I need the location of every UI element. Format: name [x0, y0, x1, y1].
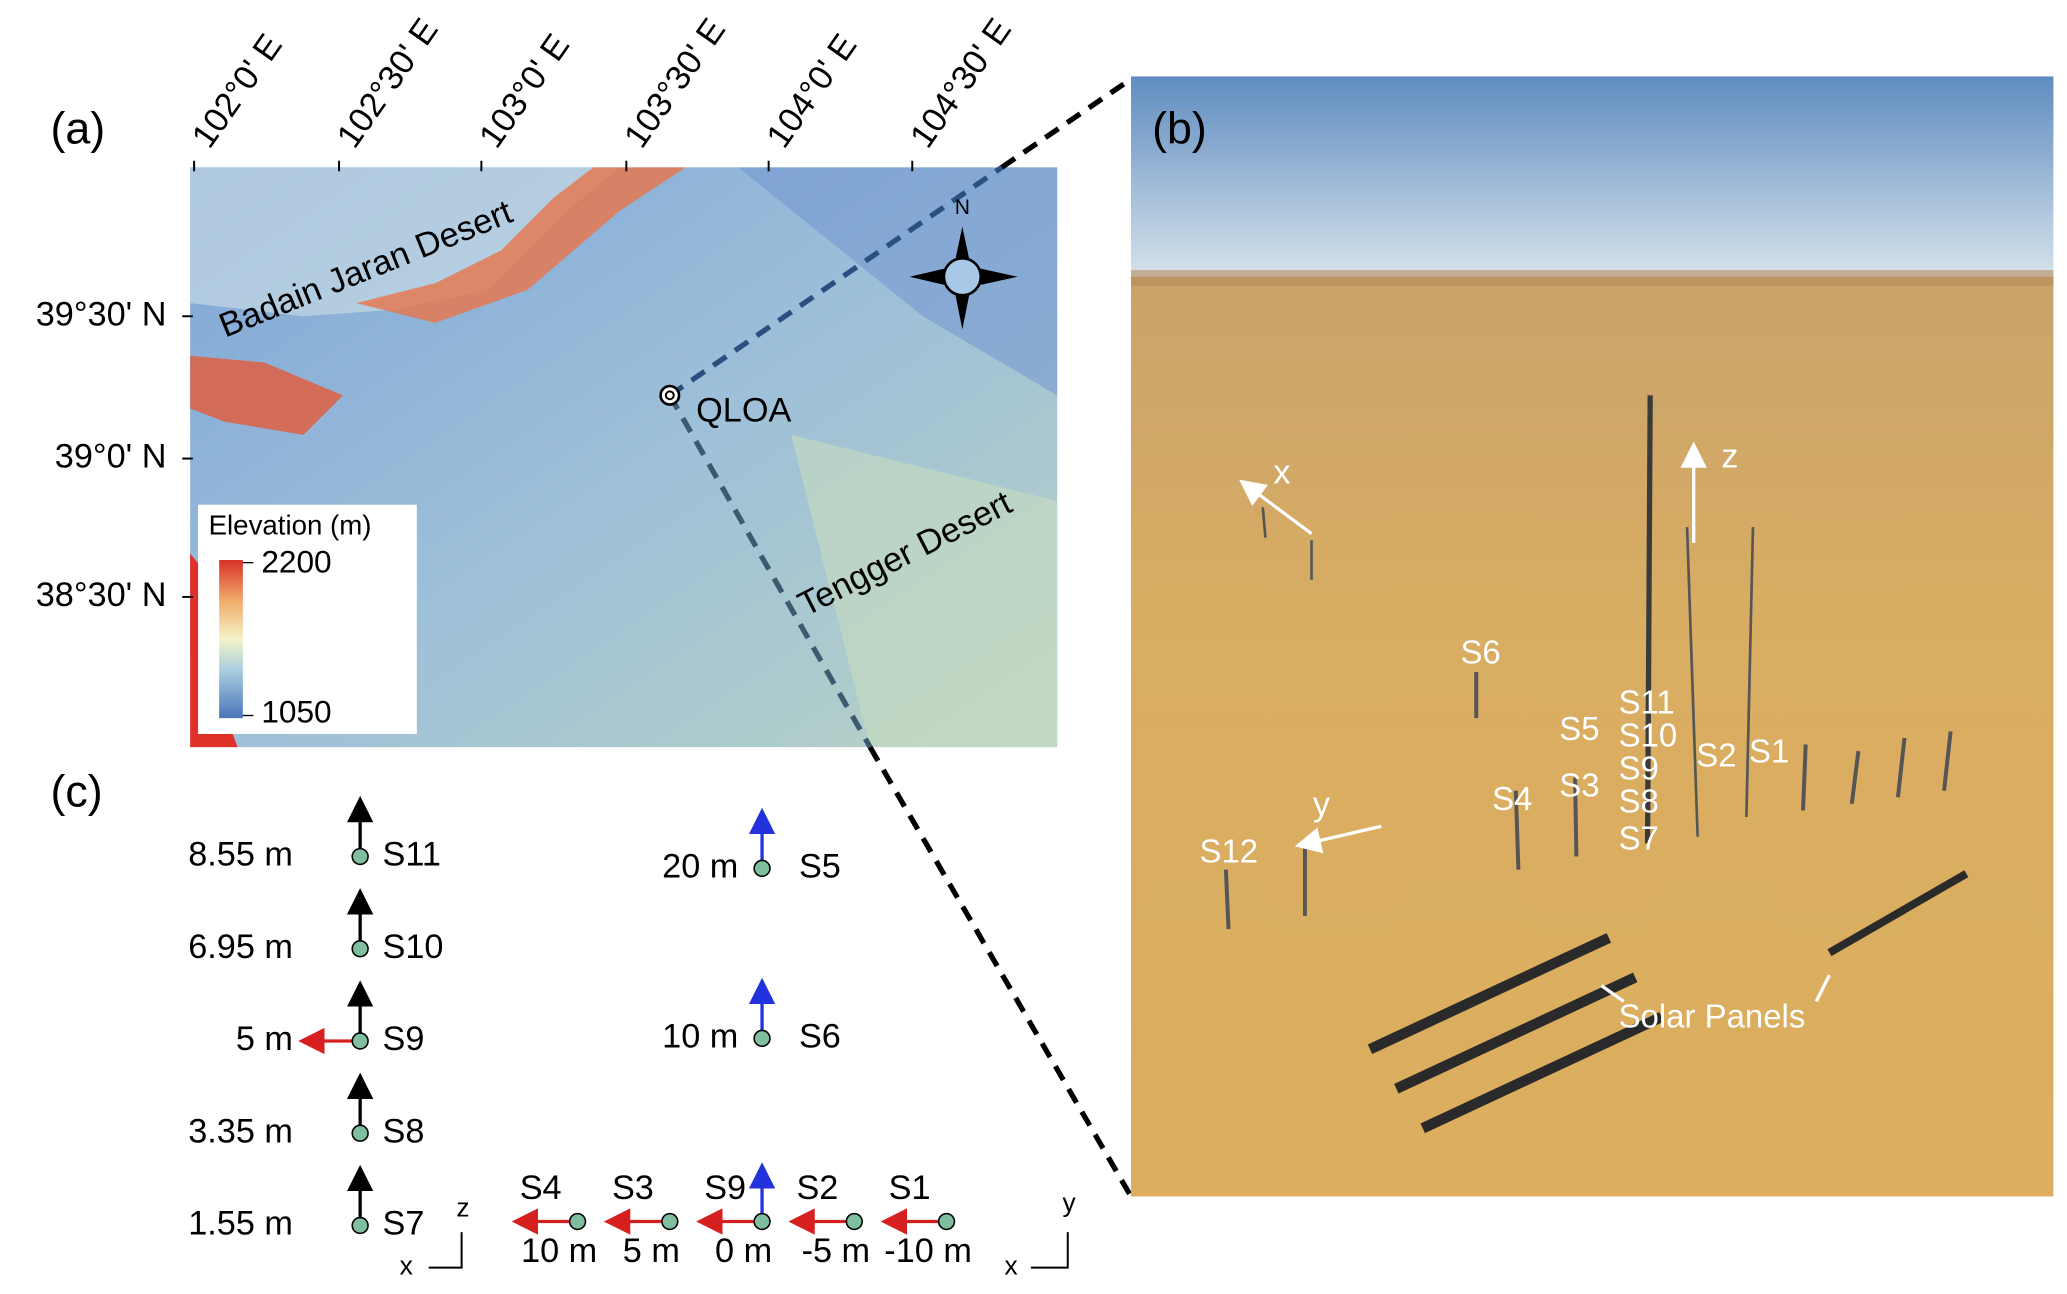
axis-label: z — [456, 1193, 469, 1223]
sensor — [351, 847, 369, 866]
axis-label: x — [1005, 1251, 1018, 1281]
station-label: S10 — [383, 928, 444, 966]
offset-label: 10 m — [521, 1232, 597, 1270]
station-label: S9 — [383, 1020, 425, 1058]
annotation: Solar Panels — [1619, 997, 1806, 1034]
photo — [1131, 76, 2054, 1197]
sensor — [753, 859, 771, 878]
height-label: 20 m — [662, 847, 738, 885]
lat-tick-label: 39°0' N — [55, 438, 167, 476]
lat-tick-label: 38°30' N — [36, 576, 167, 614]
lon-tick-label: 102°0' E — [185, 27, 290, 154]
axis-glyph — [1030, 1232, 1069, 1269]
height-label: 5 m — [236, 1020, 293, 1058]
station-label: S9 — [1619, 750, 1659, 787]
lon-tick-label: 102°30' E — [330, 12, 446, 155]
offset-label: -5 m — [802, 1232, 871, 1270]
sensor — [351, 1216, 369, 1235]
panel-label: (c) — [50, 766, 102, 816]
station-label: S5 — [1559, 710, 1599, 747]
station-label: S6 — [1460, 634, 1500, 671]
lon-tick-label: 104°30' E — [903, 12, 1019, 155]
legend-title: Elevation (m) — [209, 509, 372, 540]
station-label: S12 — [1200, 833, 1259, 870]
station-label: S3 — [1559, 767, 1599, 804]
panel-label: (b) — [1152, 104, 1207, 154]
sensor — [937, 1212, 956, 1231]
height-label: 8.55 m — [188, 836, 293, 874]
site-marker — [664, 390, 675, 401]
site-marker — [659, 384, 681, 406]
axis-label: x — [1273, 453, 1290, 491]
station-label: S4 — [520, 1169, 562, 1207]
station-label: S10 — [1619, 717, 1678, 754]
station-label: S2 — [796, 1169, 838, 1207]
height-label: 3.35 m — [188, 1112, 293, 1150]
sensor — [753, 1212, 771, 1231]
station-label: S8 — [1619, 783, 1659, 820]
offset-label: 0 m — [715, 1232, 772, 1270]
station-label: S7 — [383, 1205, 425, 1243]
axis-label: y — [1313, 785, 1331, 823]
lon-tick-label: 103°0' E — [472, 27, 577, 154]
station-label: S9 — [704, 1169, 746, 1207]
sensor — [351, 1032, 369, 1050]
station-label: S3 — [612, 1169, 654, 1207]
offset-label: -10 m — [884, 1232, 972, 1270]
height-label: 1.55 m — [188, 1205, 293, 1243]
station-label: S1 — [1749, 732, 1789, 769]
sensor — [845, 1212, 863, 1231]
sensor — [351, 940, 369, 958]
sensor — [661, 1212, 679, 1231]
axis-label: x — [400, 1251, 413, 1281]
station-label: S11 — [1619, 684, 1675, 721]
panel-label: (a) — [50, 104, 105, 154]
compass-label: N — [955, 196, 970, 219]
legend-min: 1050 — [261, 694, 331, 730]
station-label: S11 — [383, 836, 441, 874]
compass — [909, 226, 1018, 330]
station-label: S2 — [1696, 736, 1736, 773]
zoom-lines — [667, 76, 1134, 1198]
station-label: S1 — [889, 1169, 931, 1207]
station-label: S6 — [799, 1017, 841, 1055]
station-label: S4 — [1492, 780, 1532, 817]
axis-glyph — [428, 1232, 463, 1269]
lat-tick-label: 39°30' N — [36, 295, 167, 333]
lon-tick-label: 104°0' E — [759, 27, 864, 154]
height-label: 10 m — [662, 1017, 738, 1055]
legend-box — [198, 504, 417, 734]
place-label: QLOA — [696, 391, 791, 429]
sensor — [753, 1029, 771, 1048]
axis-label: y — [1062, 1187, 1076, 1217]
station-label: S8 — [383, 1112, 425, 1150]
photo-arrows — [1239, 441, 1831, 1003]
height-label: 6.95 m — [188, 928, 293, 966]
offset-label: 5 m — [623, 1232, 680, 1270]
sensor — [351, 1124, 369, 1142]
legend-max: 2200 — [261, 543, 331, 579]
sensor — [568, 1212, 587, 1231]
axis-label: z — [1721, 438, 1738, 476]
station-label: S7 — [1619, 819, 1659, 856]
lon-tick-label: 103°30' E — [617, 12, 733, 155]
station-label: S5 — [799, 847, 841, 885]
